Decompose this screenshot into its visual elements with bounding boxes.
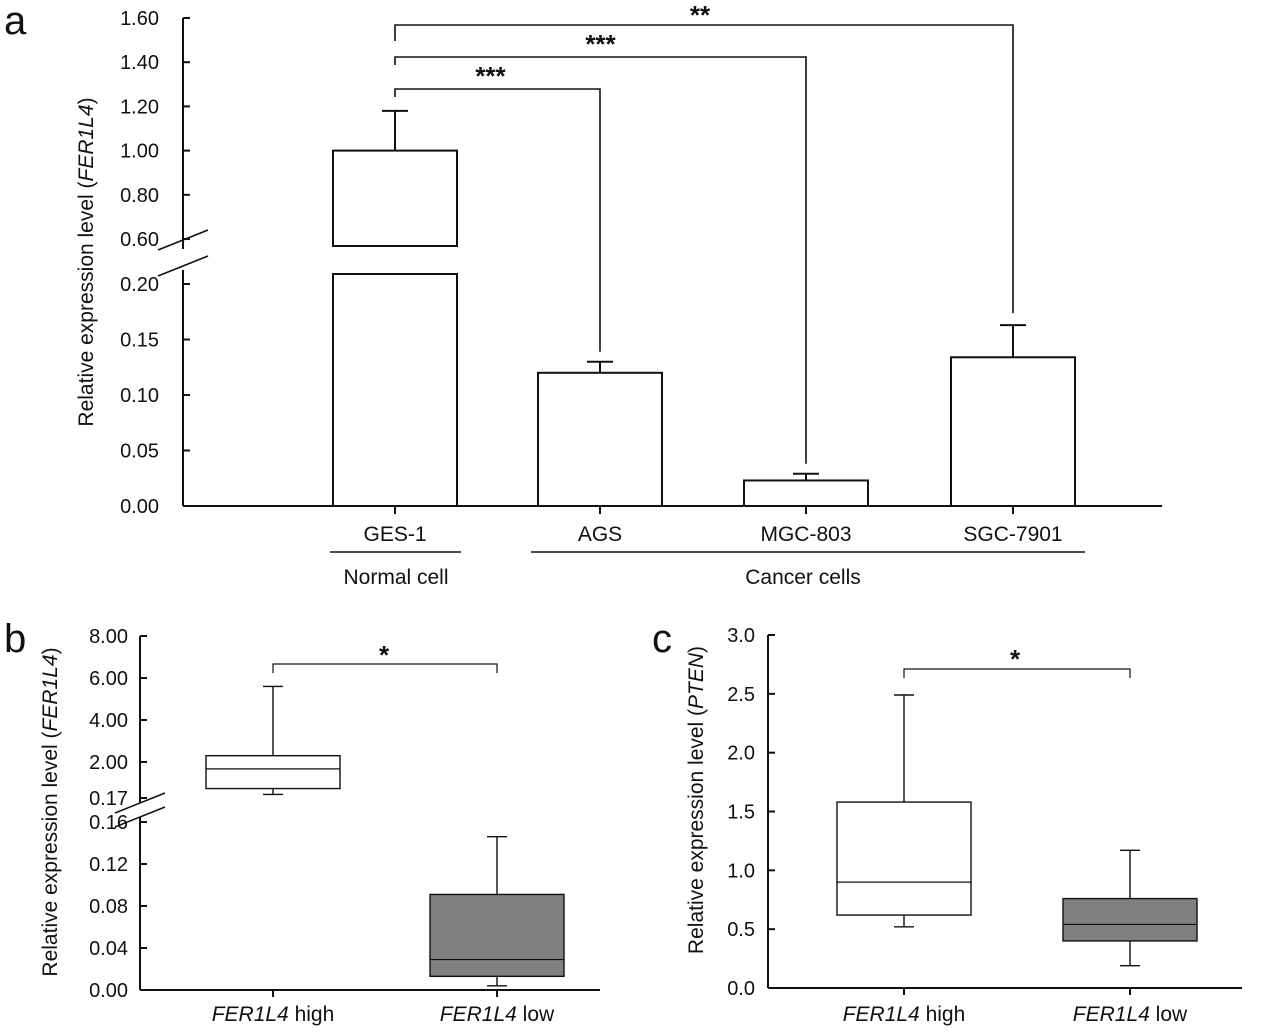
bar-ges-1-lower [332,273,458,507]
y-tick-label: 1.40 [120,52,159,74]
panel-b-chart: 0.00 0.04 0.08 0.12 0.160.17 2.00 4.00 6.00 8.00… [39,626,600,1026]
y-tick-label: 0.17 [89,788,128,810]
significance-label: * [379,640,390,670]
y-tick-label: 0.10 [120,385,159,407]
panel-label-a: a [4,0,27,43]
y-tick-label: 0.20 [120,274,159,296]
x-tick-label: FER1L4 low [440,1003,555,1026]
bar-ags [537,371,663,507]
y-tick-label: 3.0 [727,625,755,647]
y-tick-label: 0.16 [89,812,128,834]
axis-break-mark [114,792,166,814]
significance-bracket [272,663,498,673]
y-axis-label: Relative expression level (FER1L4) [39,647,62,976]
bar-ges-1-upper [332,149,458,248]
y-tick-label: 0.00 [120,496,159,518]
y-tick-label: 1.5 [727,802,755,824]
y-tick-label: 1.0 [727,860,755,882]
y-tick-label: 4.00 [89,710,128,732]
significance-label: ** [690,0,711,30]
y-tick-label: 1.20 [120,96,159,118]
y-tick-label: 6.00 [89,668,128,690]
x-tick-label: FER1L4 high [843,1003,966,1026]
y-tick-label: 2.00 [89,752,128,774]
y-tick-label: 1.00 [120,141,159,163]
y-tick-label: 1.60 [120,8,159,30]
y-tick-label: 0.00 [89,980,128,1002]
significance-label: * [1010,644,1021,674]
significance-bracket [394,24,1014,314]
box-fer1l4-high [836,801,972,916]
x-tick-label: MGC-803 [760,523,851,546]
y-tick-label: 0.04 [89,938,128,960]
x-tick-label: FER1L4 high [212,1003,335,1026]
axis-break-mark [114,806,166,828]
box-fer1l4-low [429,893,565,978]
significance-bracket [394,88,601,352]
panel-label-b: b [4,617,26,661]
bar-sgc-7901 [950,356,1076,508]
bar-mgc-803 [743,479,869,508]
box-fer1l4-low [1062,897,1198,942]
panel-label-c: c [652,617,672,661]
y-tick-label: 0.5 [727,919,755,941]
significance-label: *** [585,29,616,59]
panel-a-chart: 0.00 0.05 0.10 0.15 0.20 0.60 0.80 1.00 1.20 1.40… [75,0,1162,589]
box-fer1l4-high [205,755,341,790]
group-label: Cancer cells [745,566,861,589]
y-tick-label: 2.0 [727,743,755,765]
x-tick-label: GES-1 [363,523,426,546]
significance-label: *** [475,61,506,91]
y-tick-label: 0.12 [89,854,128,876]
y-axis-label: Relative expression level (PTEN) [685,646,708,954]
y-axis-label: Relative expression level (FER1L4) [75,97,98,426]
y-tick-label: 8.00 [89,626,128,648]
axis-break-mark [157,255,209,277]
panel-c-chart: 0.0 0.5 1.0 1.5 2.0 2.5 3.0 Relative expression… [685,625,1242,1026]
y-tick-label: 0.15 [120,330,159,352]
y-tick-label: 0.08 [89,896,128,918]
x-tick-label: AGS [578,523,622,546]
significance-bracket [394,56,807,464]
group-label: Normal cell [343,566,448,589]
significance-bracket [903,668,1131,678]
y-tick-label: 0.0 [727,978,755,1000]
x-tick-label: SGC-7901 [963,523,1062,546]
y-tick-label: 0.80 [120,185,159,207]
y-tick-label: 0.60 [120,229,159,251]
y-tick-label: 2.5 [727,684,755,706]
y-tick-label: 0.05 [120,441,159,463]
x-tick-label: FER1L4 low [1073,1003,1188,1026]
